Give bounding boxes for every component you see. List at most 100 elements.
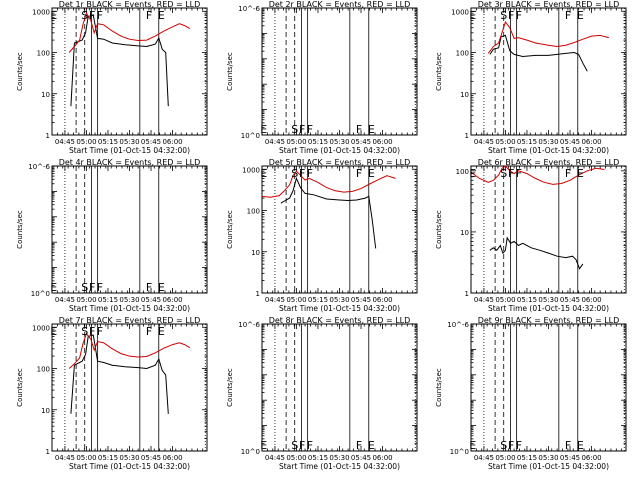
flag-label: S (500, 439, 507, 452)
x-tick-label: 04:45 (265, 138, 285, 146)
y-tick-label: 10 (460, 229, 469, 237)
plot-frame (261, 323, 418, 452)
x-axis-label: Start Time (01-Oct-15 04:32:00) (69, 146, 190, 155)
x-tick-label: 05:45 (141, 296, 161, 304)
x-tick-label: 05:45 (351, 454, 371, 462)
panel-title: Det 3r BLACK = Events, RED = LLD (478, 0, 620, 9)
series-line-1 (487, 20, 609, 54)
detector-panel-3: Det 3r BLACK = Events, RED = LLD 1 10 100 10… (435, 0, 627, 155)
flag-label: E (368, 439, 375, 452)
x-axis-label: Start Time (01-Oct-15 04:32:00) (69, 462, 190, 471)
x-tick-label: 06:00 (581, 138, 601, 146)
plot-frame (51, 165, 208, 294)
flag-label: E (469, 439, 476, 452)
flag-label: F (146, 9, 152, 22)
x-tick-label: 04:45 (265, 296, 285, 304)
x-tick-label: 05:15 (517, 454, 537, 462)
x-axis-label: Start Time (01-Oct-15 04:32:00) (279, 146, 400, 155)
y-tick-label: 10^0 (450, 448, 469, 456)
plot-frame (261, 7, 418, 136)
flag-label: F (89, 9, 95, 22)
x-tick-label: 04:45 (265, 454, 285, 462)
x-tick-label: 04:45 (55, 138, 75, 146)
x-tick-label: 05:45 (141, 138, 161, 146)
panel-title: Det 8r BLACK = Events, RED = LLD (269, 316, 411, 325)
detector-panel-6: Det 6r BLACK = Events, RED = LLD 1 10 100 Co… (435, 158, 627, 313)
series-line-0 (489, 236, 584, 270)
flag-label: E (158, 325, 165, 338)
x-tick-label: 05:30 (119, 454, 139, 462)
y-axis-label: Counts/sec (16, 368, 24, 407)
plot-frame (470, 165, 627, 294)
flag-label: F (307, 123, 313, 136)
series-line-0 (489, 34, 588, 72)
x-tick-label: 05:00 (76, 138, 96, 146)
x-tick-label: 05:15 (98, 138, 118, 146)
x-tick-label: 06:00 (372, 138, 392, 146)
x-axis-label: Start Time (01-Oct-15 04:32:00) (488, 304, 609, 313)
y-axis-label: Counts/sec (16, 52, 24, 91)
x-axis-label: Start Time (01-Oct-15 04:32:00) (279, 304, 400, 313)
x-axis-label: Start Time (01-Oct-15 04:32:00) (488, 462, 609, 471)
x-tick-label: 06:00 (162, 454, 182, 462)
y-tick-label: 10^0 (241, 448, 260, 456)
y-tick-label: 10^-6 (28, 163, 50, 171)
plot-frame (51, 323, 208, 452)
x-tick-label: 06:00 (162, 296, 182, 304)
flag-label: E (368, 123, 375, 136)
flag-label: F (356, 167, 362, 180)
x-tick-label: 05:00 (76, 296, 96, 304)
x-tick-label: 05:30 (119, 296, 139, 304)
flag-label: S (81, 9, 88, 22)
x-tick-label: 05:30 (538, 138, 558, 146)
x-tick-label: 05:00 (495, 296, 515, 304)
y-tick-label: 100 (37, 366, 50, 374)
flag-label: E (260, 123, 267, 136)
series-line-0 (70, 14, 169, 107)
x-tick-label: 04:45 (474, 454, 494, 462)
x-tick-label: 06:00 (581, 296, 601, 304)
y-axis-label: Counts/sec (435, 210, 443, 249)
flag-label: F (97, 281, 103, 294)
y-tick-label: 100 (37, 50, 50, 58)
x-tick-label: 05:30 (329, 296, 349, 304)
x-tick-label: 05:30 (119, 138, 139, 146)
flag-label: F (516, 167, 522, 180)
x-axis-label: Start Time (01-Oct-15 04:32:00) (69, 304, 190, 313)
x-tick-label: 06:00 (372, 454, 392, 462)
flag-label: E (260, 439, 267, 452)
y-axis-label: Counts/sec (16, 210, 24, 249)
flag-label: F (565, 439, 571, 452)
y-axis-label: Counts/sec (435, 368, 443, 407)
x-tick-label: 05:45 (351, 138, 371, 146)
flag-label: F (508, 9, 514, 22)
x-tick-label: 05:45 (560, 296, 580, 304)
plot-frame (51, 7, 208, 136)
series-line-1 (68, 332, 191, 369)
flag-label: F (516, 439, 522, 452)
x-tick-label: 05:30 (538, 296, 558, 304)
y-tick-label: 1 (46, 448, 50, 456)
flag-label: F (356, 123, 362, 136)
x-tick-label: 05:15 (98, 296, 118, 304)
flag-label: F (508, 167, 514, 180)
y-axis-label: Counts/sec (435, 52, 443, 91)
flag-label: S (81, 281, 88, 294)
x-tick-label: 06:00 (372, 296, 392, 304)
y-axis-label: Counts/sec (226, 368, 234, 407)
x-tick-label: 05:00 (495, 138, 515, 146)
flag-label: E (577, 9, 584, 22)
flag-label: F (299, 123, 305, 136)
x-tick-label: 05:45 (351, 296, 371, 304)
x-tick-label: 05:30 (329, 138, 349, 146)
detector-panel-1: Det 1r BLACK = Events, RED = LLD 1 10 100 10… (16, 0, 208, 155)
flag-label: F (89, 281, 95, 294)
detector-panel-5: Det 5r BLACK = Events, RED = LLD 1 10 100 10… (226, 158, 418, 313)
flag-label: F (508, 439, 514, 452)
panel-title: Det 1r BLACK = Events, RED = LLD (59, 0, 201, 9)
x-tick-label: 05:45 (560, 454, 580, 462)
x-tick-label: 05:15 (308, 296, 328, 304)
y-axis-label: Counts/sec (226, 210, 234, 249)
x-tick-label: 05:00 (286, 138, 306, 146)
